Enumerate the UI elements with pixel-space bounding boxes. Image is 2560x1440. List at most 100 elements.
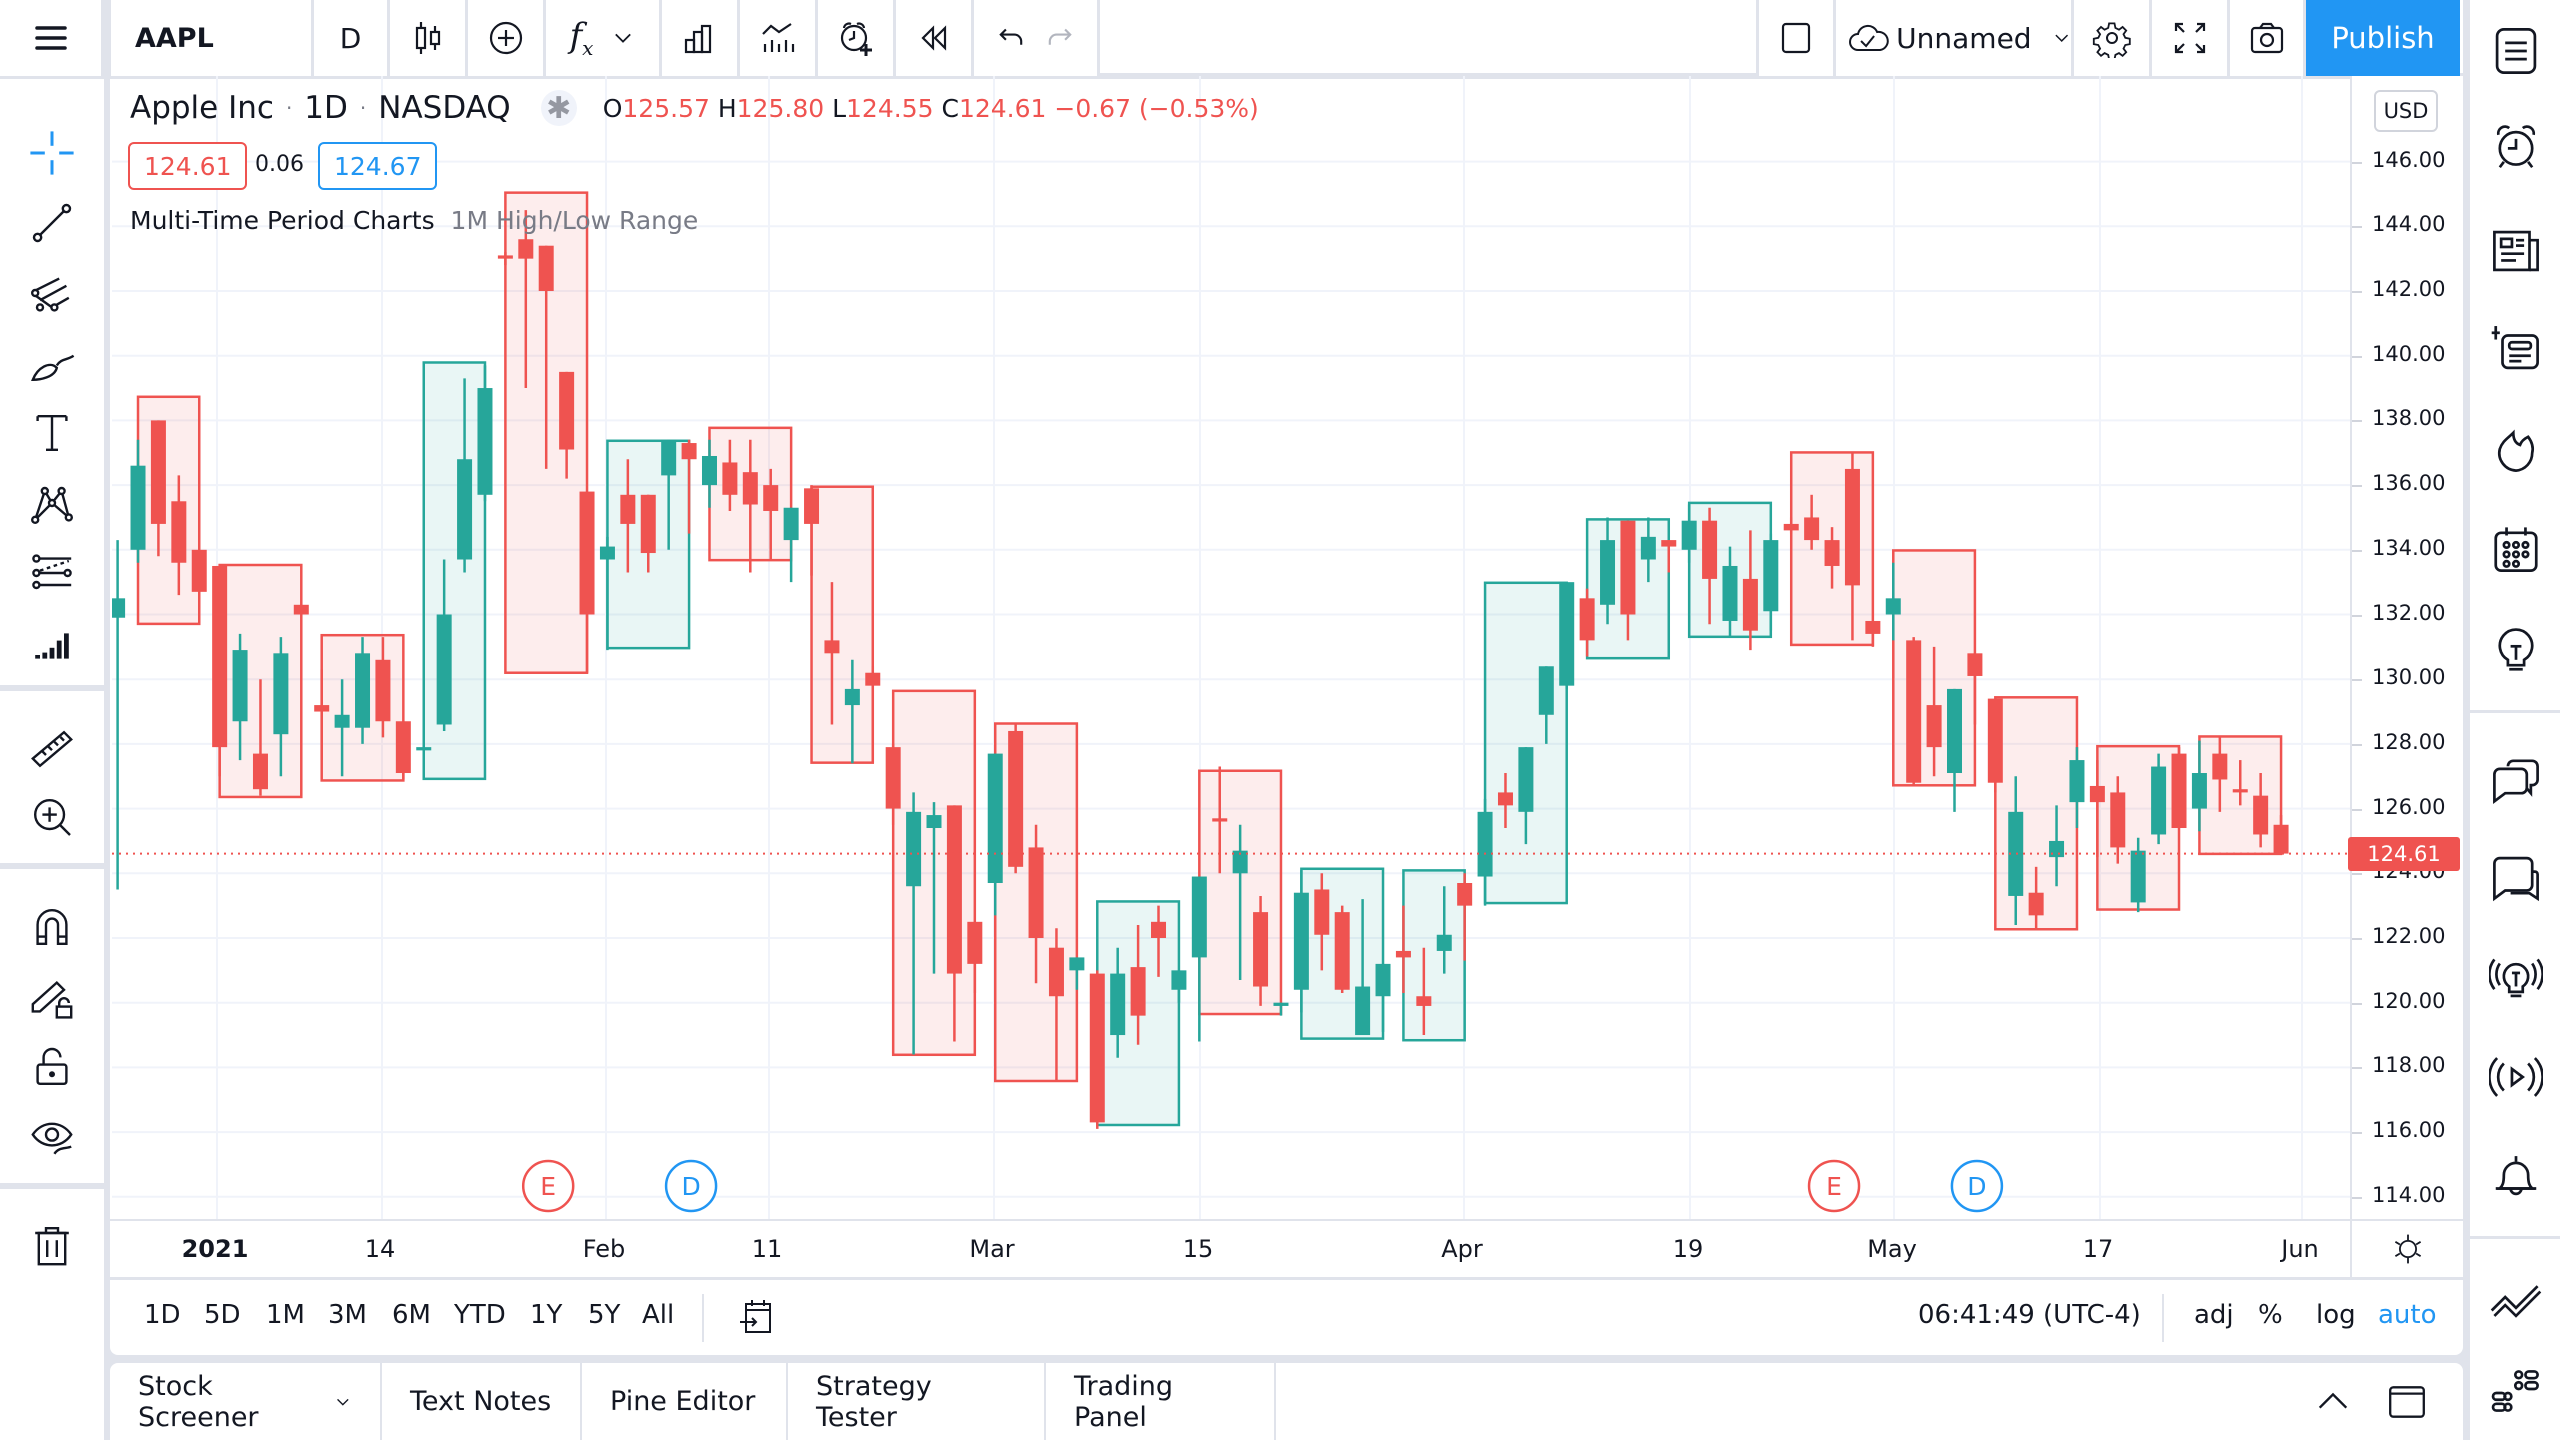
tab-strategy-tester[interactable]: Strategy Tester: [788, 1363, 1046, 1440]
dom-button[interactable]: [2487, 1362, 2545, 1420]
compare-button[interactable]: [468, 0, 546, 76]
publish-button[interactable]: Publish: [2306, 0, 2460, 76]
lock-all-tool[interactable]: [22, 1037, 82, 1097]
earnings-marker[interactable]: [521, 1159, 575, 1213]
tab-pine-editor[interactable]: Pine Editor: [582, 1363, 788, 1440]
select-layout-button[interactable]: [1756, 0, 1836, 76]
interval-button[interactable]: D: [314, 0, 390, 76]
replay-button[interactable]: [896, 0, 974, 76]
candle: [2171, 753, 2187, 829]
watchlist-button[interactable]: [2487, 22, 2545, 80]
measure-tool[interactable]: [22, 719, 82, 779]
range-button-1m[interactable]: 1M: [266, 1300, 305, 1330]
range-button-6m[interactable]: 6M: [392, 1300, 431, 1330]
symbol-search-button[interactable]: AAPL: [111, 0, 314, 76]
layout-name-button[interactable]: Unnamed: [1836, 0, 2074, 76]
candle: [1110, 973, 1126, 1036]
indicators-button[interactable]: fx: [546, 0, 662, 76]
news-button[interactable]: [2487, 222, 2545, 280]
pattern-tool[interactable]: [22, 473, 82, 533]
templates-button[interactable]: [740, 0, 818, 76]
candle: [1783, 523, 1799, 531]
streams-button[interactable]: [2487, 1048, 2545, 1106]
price-axis-label: 116.00: [2372, 1118, 2446, 1143]
price-axis-label: 142.00: [2372, 277, 2446, 301]
auto-scale-toggle[interactable]: auto: [2378, 1300, 2437, 1330]
notifications-button[interactable]: [2487, 1146, 2545, 1204]
zoom-in-tool[interactable]: [22, 787, 82, 847]
adjust-data-toggle[interactable]: adj: [2194, 1300, 2234, 1330]
menu-button[interactable]: [0, 0, 104, 76]
create-alert-button[interactable]: [818, 0, 896, 76]
ideas-live-button[interactable]: [2487, 948, 2545, 1006]
trend-line-tool[interactable]: [22, 193, 82, 253]
market-status-icon[interactable]: ✱: [540, 90, 577, 126]
range-button-ytd[interactable]: YTD: [454, 1300, 506, 1330]
range-button-1d[interactable]: 1D: [144, 1300, 181, 1330]
goto-date-button[interactable]: [736, 1296, 776, 1340]
chart-settings-button[interactable]: [2350, 1219, 2463, 1277]
tab-stock-screener[interactable]: Stock Screener: [110, 1363, 382, 1440]
candle: [436, 614, 452, 725]
text-tool[interactable]: [22, 403, 82, 463]
range-button-3m[interactable]: 3M: [328, 1300, 367, 1330]
prediction-tool[interactable]: [22, 543, 82, 603]
fullscreen-button[interactable]: [2152, 0, 2230, 76]
brush-tool[interactable]: [22, 333, 82, 393]
candle: [1987, 698, 2003, 783]
tab-text-notes[interactable]: Text Notes: [382, 1363, 582, 1440]
magnet-tool[interactable]: [22, 897, 82, 957]
redo-icon[interactable]: [1043, 21, 1077, 55]
expand-panel-button[interactable]: [2314, 1383, 2352, 1425]
range-button-5d[interactable]: 5D: [204, 1300, 241, 1330]
layout-icon: [1781, 22, 1811, 54]
price-axis[interactable]: 146.00 144.00 142.00 140.00 138.00 136.00 134.…: [2348, 76, 2463, 1220]
settings-button[interactable]: [2074, 0, 2152, 76]
time-axis[interactable]: 2021 14 Feb 11 Mar 15 Apr 19 May 17 Jun: [110, 1219, 2350, 1277]
series-legend[interactable]: Apple Inc · 1D · NASDAQ ✱ O125.57 H125.8…: [130, 90, 1259, 126]
candle: [2049, 840, 2065, 858]
maximize-panel-button[interactable]: [2386, 1381, 2428, 1427]
range-button-1y[interactable]: 1Y: [530, 1300, 563, 1330]
calendar-goto-icon: [740, 1300, 771, 1333]
fullscreen-icon: [2174, 22, 2205, 54]
private-chats-button[interactable]: [2487, 848, 2545, 906]
chats-button[interactable]: [2487, 748, 2545, 806]
currency-button[interactable]: USD: [2374, 90, 2438, 132]
earnings-marker[interactable]: [1807, 1159, 1861, 1213]
hotlists-button[interactable]: [2487, 420, 2545, 478]
hide-drawings-tool[interactable]: [22, 1107, 82, 1167]
ideas-stream-button[interactable]: [2487, 320, 2545, 378]
buy-price-button[interactable]: 124.67: [318, 142, 438, 190]
volume-profile-tool[interactable]: [22, 613, 82, 673]
undo-icon[interactable]: [994, 21, 1028, 55]
calendar-button[interactable]: [2487, 520, 2545, 578]
candle: [824, 640, 840, 654]
remove-drawings-tool[interactable]: [22, 1215, 82, 1275]
alerts-button[interactable]: [2487, 118, 2545, 176]
lock-drawings-tool[interactable]: [22, 967, 82, 1027]
indicator-legend[interactable]: Multi-Time Period Charts 1M High/Low Ran…: [130, 206, 698, 235]
financials-button[interactable]: [662, 0, 740, 76]
dividend-marker[interactable]: [1950, 1159, 2004, 1213]
chart-type-button[interactable]: [390, 0, 468, 76]
sell-price-button[interactable]: 124.61: [128, 142, 248, 190]
pitchfork-tool[interactable]: [22, 263, 82, 323]
log-scale-toggle[interactable]: log: [2316, 1300, 2356, 1330]
range-button-all[interactable]: All: [642, 1300, 675, 1330]
snapshot-button[interactable]: [2230, 0, 2306, 76]
tab-trading-panel[interactable]: Trading Panel: [1046, 1363, 1276, 1440]
range-button-5y[interactable]: 5Y: [588, 1300, 621, 1330]
dividend-marker[interactable]: [664, 1159, 718, 1213]
candle: [1008, 730, 1024, 867]
clock-timezone[interactable]: 06:41:49 (UTC-4): [1918, 1300, 2141, 1330]
ideas-button[interactable]: [2487, 620, 2545, 678]
time-axis-label: Apr: [1441, 1235, 1483, 1263]
crosshair-tool[interactable]: [22, 123, 82, 183]
candle: [191, 549, 207, 592]
trading-ideas-button[interactable]: [2487, 1268, 2545, 1326]
candle: [1824, 540, 1840, 566]
percent-scale-toggle[interactable]: %: [2258, 1300, 2283, 1330]
